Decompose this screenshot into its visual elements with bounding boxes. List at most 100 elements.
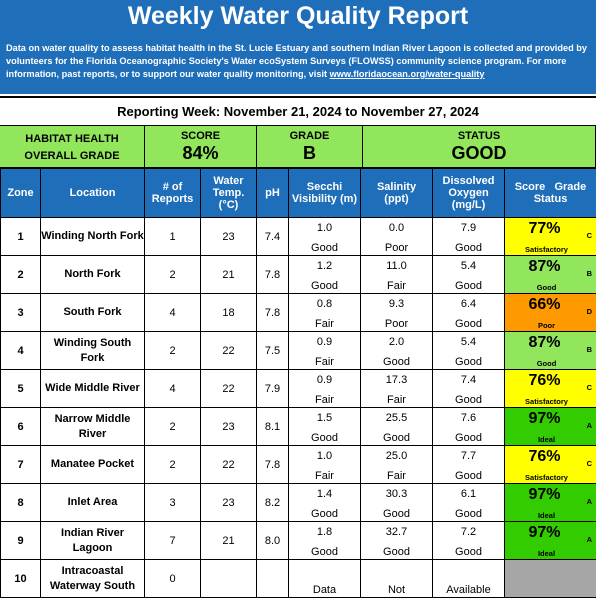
score-status: Poor xyxy=(505,321,588,330)
ph-cell: 8.1 xyxy=(257,408,289,446)
zone-cell: 10 xyxy=(1,560,41,598)
location-cell: Winding South Fork xyxy=(41,332,145,370)
zone-cell: 7 xyxy=(1,446,41,484)
habitat-health-label: HABITAT HEALTH OVERALL GRADE xyxy=(0,126,145,168)
ph-cell xyxy=(257,560,289,598)
reports-cell: 7 xyxy=(145,522,201,560)
score-status: Ideal xyxy=(505,549,588,558)
score-status: Good xyxy=(505,359,588,368)
score-cell: 66%D Poor xyxy=(505,294,596,332)
temp-cell: 22 xyxy=(201,332,257,370)
reports-cell: 2 xyxy=(145,332,201,370)
score-percent: 97% xyxy=(505,486,584,504)
reports-cell: 2 xyxy=(145,408,201,446)
ph-cell: 7.8 xyxy=(257,446,289,484)
reports-cell: 2 xyxy=(145,256,201,294)
location-cell: North Fork xyxy=(41,256,145,294)
reporting-week: Reporting Week: November 21, 2024 to Nov… xyxy=(0,98,596,126)
report-header: Weekly Water Quality Report Data on wate… xyxy=(0,0,596,94)
score-percent: 97% xyxy=(505,410,584,428)
score-percent: 66% xyxy=(505,296,584,314)
grade-value: B xyxy=(257,143,362,163)
habitat-label-line-1: HABITAT HEALTH xyxy=(0,126,144,146)
col-salinity: Salinity(ppt) xyxy=(361,169,433,218)
water-quality-link[interactable]: www.floridaocean.org/water-quality xyxy=(330,69,485,79)
ph-cell: 8.2 xyxy=(257,484,289,522)
ph-cell: 8.0 xyxy=(257,522,289,560)
ph-cell: 7.5 xyxy=(257,332,289,370)
grade-label: GRADE xyxy=(257,126,362,143)
score-grade: A xyxy=(587,497,592,506)
zone-cell: 5 xyxy=(1,370,41,408)
zone-cell: 6 xyxy=(1,408,41,446)
location-cell: Inlet Area xyxy=(41,484,145,522)
description-text: Data on water quality to assess habitat … xyxy=(6,43,587,79)
status-label: STATUS xyxy=(363,126,595,143)
temp-cell: 18 xyxy=(201,294,257,332)
score-percent: 97% xyxy=(505,524,584,542)
zone-cell: 1 xyxy=(1,218,41,256)
score-status: Satisfactory xyxy=(505,245,588,254)
location-cell: Wide Middle River xyxy=(41,370,145,408)
col-ph: pH xyxy=(257,169,289,218)
score-grade: C xyxy=(587,383,592,392)
reports-cell: 4 xyxy=(145,370,201,408)
zone-cell: 2 xyxy=(1,256,41,294)
ph-cell: 7.9 xyxy=(257,370,289,408)
oxygen-cell: Available xyxy=(433,560,505,598)
score-status: Ideal xyxy=(505,511,588,520)
score-percent: 76% xyxy=(505,372,584,390)
location-cell: Narrow Middle River xyxy=(41,408,145,446)
temp-cell: 23 xyxy=(201,218,257,256)
score-cell: 97%A Ideal xyxy=(505,484,596,522)
reports-cell: 4 xyxy=(145,294,201,332)
score-grade: A xyxy=(587,421,592,430)
score-cell xyxy=(505,560,596,598)
reports-cell: 1 xyxy=(145,218,201,256)
status-value: GOOD xyxy=(363,143,595,163)
score-percent: 87% xyxy=(505,258,584,276)
score-value: 84% xyxy=(145,143,256,163)
report-title: Weekly Water Quality Report xyxy=(0,2,596,31)
reports-cell: 3 xyxy=(145,484,201,522)
score-status: Ideal xyxy=(505,435,588,444)
location-cell: South Fork xyxy=(41,294,145,332)
overall-status: STATUS GOOD xyxy=(363,126,596,168)
score-grade: D xyxy=(587,307,592,316)
